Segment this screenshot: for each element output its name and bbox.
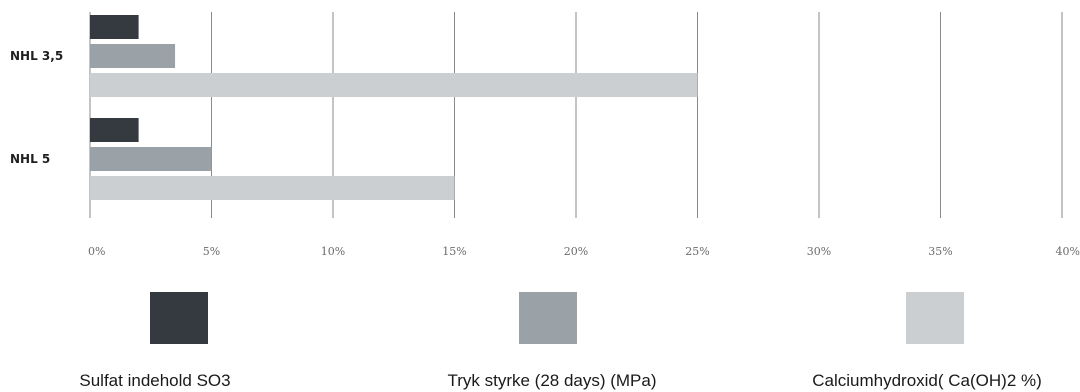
x-axis-tick-labels: 0% 5% 10% 15% 20% 25% 30% 35% 40% [88,245,1080,258]
gridlines [89,12,1063,218]
x-tick-label: 35% [928,245,952,258]
legend-label: Tryk styrke (28 days) (MPa) [447,371,656,390]
bar [90,176,455,200]
bar [90,15,139,39]
legend-swatch [519,292,577,344]
bar [90,44,176,68]
legend: Sulfat indehold SO3 Tryk styrke (28 days)… [79,292,1042,390]
x-tick-label: 15% [442,245,466,258]
legend-swatch [906,292,964,344]
bars [90,15,698,200]
category-labels: NHL 3,5 NHL 5 [10,49,63,166]
x-tick-label: 0% [88,245,105,258]
x-tick-label: 25% [685,245,709,258]
category-label: NHL 3,5 [10,49,63,63]
x-tick-label: 20% [564,245,588,258]
category-label: NHL 5 [10,152,50,166]
x-tick-label: 5% [203,245,220,258]
x-tick-label: 10% [321,245,345,258]
legend-label: Calciumhydroxid( Ca(OH)2 %) [812,371,1042,390]
bar [90,147,212,171]
legend-label: Sulfat indehold SO3 [79,371,230,390]
bar [90,73,698,97]
bar [90,118,139,142]
x-tick-label: 30% [807,245,831,258]
x-tick-label: 40% [1056,245,1080,258]
legend-swatch [150,292,208,344]
